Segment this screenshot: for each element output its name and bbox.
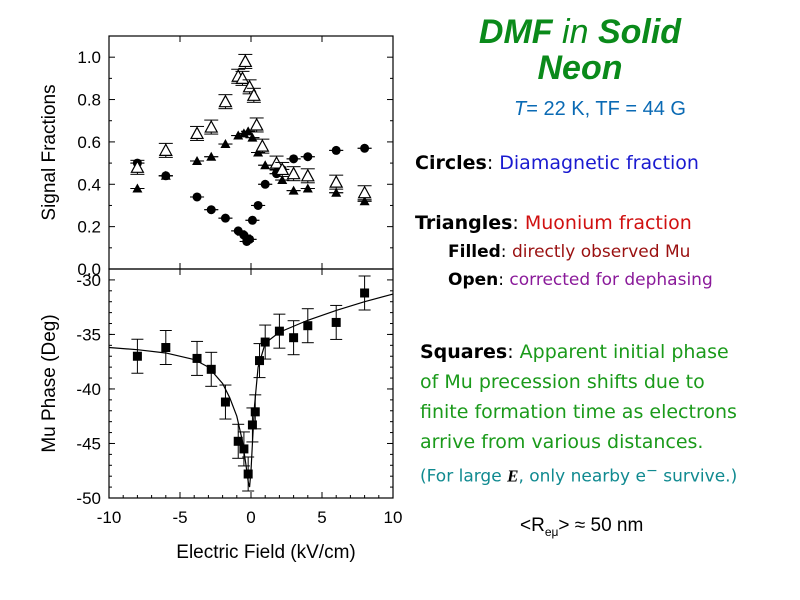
open-triangle-point bbox=[242, 79, 257, 93]
title-solid: Solid bbox=[597, 13, 682, 51]
top-plot-frame bbox=[108, 35, 394, 270]
filled-triangle-point bbox=[220, 139, 231, 149]
filled-triangle-point bbox=[192, 155, 203, 165]
open-triangle-point bbox=[218, 94, 233, 108]
circle-point bbox=[303, 152, 313, 162]
square-point bbox=[274, 326, 284, 336]
circle-point bbox=[260, 179, 270, 189]
legend-squares: Squares: Apparent initial phase of Mu pr… bbox=[420, 341, 737, 453]
filled-triangle-point bbox=[132, 183, 143, 193]
circle-point bbox=[331, 145, 341, 155]
y-tick-label: 0.6 bbox=[77, 133, 101, 152]
legend-triangles: Triangles: Muonium fraction bbox=[415, 212, 692, 234]
circle-point bbox=[192, 192, 202, 202]
open-triangle-point bbox=[246, 88, 261, 101]
open-triangle-point bbox=[249, 117, 264, 131]
filled-triangle-point bbox=[247, 132, 258, 142]
y-tick-label: -35 bbox=[76, 325, 101, 344]
circle-point bbox=[247, 215, 257, 225]
square-point bbox=[233, 436, 243, 446]
square-point bbox=[206, 364, 216, 374]
square-point bbox=[260, 337, 270, 347]
y-tick-label: -40 bbox=[76, 380, 101, 399]
square-point bbox=[239, 444, 249, 454]
open-triangle-point bbox=[235, 71, 250, 84]
legend-circles: Circles: Diamagnetic fraction bbox=[415, 152, 699, 174]
y-tick-label: 1.0 bbox=[77, 48, 101, 67]
open-triangle-point bbox=[190, 126, 205, 140]
square-point bbox=[360, 288, 370, 298]
x-tick-label: 5 bbox=[317, 508, 326, 527]
y-tick-label: 0.2 bbox=[77, 218, 101, 237]
large-e-note: (For large E, only nearby e− survive.) bbox=[420, 463, 738, 487]
square-point bbox=[255, 356, 265, 366]
circle-point bbox=[360, 143, 370, 153]
y-tick-label: 0.4 bbox=[77, 175, 101, 194]
y-tick-label: -50 bbox=[76, 489, 101, 508]
filled-triangle-point bbox=[160, 170, 171, 180]
square-point bbox=[220, 397, 230, 407]
y-axis-label: Mu Phase (Deg) bbox=[39, 314, 60, 452]
circle-point bbox=[245, 234, 255, 244]
filled-triangle-point bbox=[331, 187, 342, 197]
open-triangle-point bbox=[238, 54, 253, 68]
circle-point bbox=[253, 200, 263, 210]
x-tick-label: -10 bbox=[97, 508, 122, 527]
circle-point bbox=[220, 213, 230, 223]
x-tick-label: 0 bbox=[246, 508, 255, 527]
title-in: in bbox=[562, 13, 589, 51]
filled-triangle-point bbox=[243, 126, 254, 136]
x-axis-label: Electric Field (kV/cm) bbox=[176, 542, 355, 563]
legend-filled: Filled: directly observed Mu bbox=[448, 242, 691, 262]
filled-triangle-point bbox=[288, 185, 299, 195]
square-point bbox=[132, 351, 142, 361]
filled-triangle-point bbox=[206, 151, 217, 161]
y-axis-label: Signal Fractions bbox=[39, 84, 60, 220]
open-triangle-point bbox=[275, 162, 290, 176]
square-point bbox=[243, 469, 253, 479]
circle-point bbox=[289, 154, 299, 164]
y-tick-label: 0.8 bbox=[77, 91, 101, 110]
filled-triangle-point bbox=[253, 147, 264, 157]
square-point bbox=[289, 333, 299, 343]
filled-triangle-point bbox=[302, 183, 313, 193]
open-triangle-point bbox=[286, 166, 301, 180]
conditions-line: T= 22 K, TF = 44 G bbox=[465, 98, 735, 121]
filled-triangle-point bbox=[260, 160, 271, 170]
title-dmf: DMF bbox=[478, 13, 553, 51]
legend-open: Open: corrected for dephasing bbox=[448, 270, 713, 290]
square-point bbox=[161, 343, 171, 353]
open-triangle-point bbox=[255, 138, 270, 152]
square-point bbox=[303, 321, 313, 331]
filled-triangle-point bbox=[359, 196, 370, 206]
y-tick-label: -30 bbox=[76, 271, 101, 290]
square-point bbox=[250, 407, 260, 417]
y-tick-label: 0.0 bbox=[77, 260, 101, 279]
reu-estimate: <Reμ> ≈ 50 nm bbox=[520, 515, 644, 539]
open-triangle-point bbox=[300, 168, 315, 182]
y-tick-label: -45 bbox=[76, 434, 101, 453]
cond-T: T bbox=[514, 98, 527, 120]
slide-title: DMF in Solid Neon bbox=[430, 14, 730, 86]
open-triangle-point bbox=[204, 119, 219, 133]
circle-point bbox=[206, 205, 216, 215]
square-point bbox=[247, 420, 257, 430]
fit-curve bbox=[108, 293, 394, 488]
square-point bbox=[192, 353, 202, 363]
filled-triangle-point bbox=[277, 175, 288, 185]
open-triangle-point bbox=[130, 160, 145, 173]
signal-fractions-plot: 0.0 0.2 0.4 0.6 0.8 1.0 Signal Fractions bbox=[39, 35, 394, 279]
open-triangle-point bbox=[329, 174, 344, 188]
title-neon: Neon bbox=[537, 49, 623, 87]
x-tick-label: 10 bbox=[384, 508, 403, 527]
x-tick-label: -5 bbox=[172, 508, 187, 527]
open-triangle-point bbox=[357, 185, 372, 199]
square-point bbox=[331, 317, 341, 327]
open-triangle-point bbox=[158, 143, 173, 156]
cond-rest: = 22 K, TF = 44 G bbox=[526, 98, 686, 120]
